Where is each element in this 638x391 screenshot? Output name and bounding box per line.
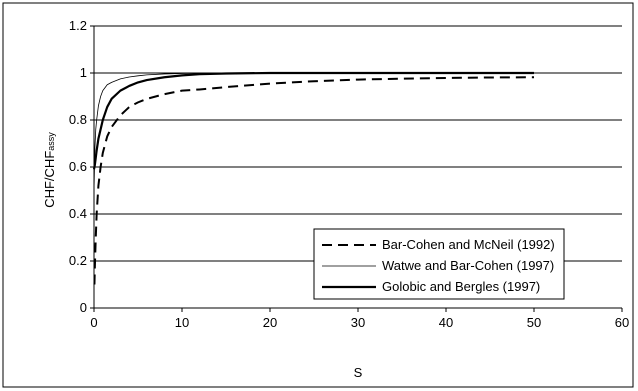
- y-tick-label-4: 0.8: [69, 112, 87, 127]
- y-axis-title-main: CHF/CHF: [42, 151, 57, 208]
- x-tick-label-1: 10: [175, 315, 189, 330]
- series-line-2: [92, 71, 534, 170]
- x-tick-label-6: 60: [615, 315, 629, 330]
- y-tick-label-1: 0.2: [69, 253, 87, 268]
- y-tick-labels: 0 0.2 0.4 0.6 0.8 1 1.2: [69, 18, 87, 315]
- legend: Bar-Cohen and McNeil (1992) Watwe and Ba…: [313, 228, 565, 300]
- y-axis-title: CHF/CHFassy: [42, 132, 57, 208]
- x-tick-label-5: 50: [527, 315, 541, 330]
- x-tick-label-3: 30: [351, 315, 365, 330]
- legend-label-watwe-bar-cohen: Watwe and Bar-Cohen (1997): [382, 258, 554, 273]
- y-tick-label-5: 1: [80, 65, 87, 80]
- y-tick-label-2: 0.4: [69, 206, 87, 221]
- legend-label-bar-cohen-mcneil: Bar-Cohen and McNeil (1992): [382, 237, 555, 252]
- x-tick-label-4: 40: [439, 315, 453, 330]
- y-tick-label-3: 0.6: [69, 159, 87, 174]
- series-lines: [92, 71, 535, 285]
- chart-frame: [2, 2, 634, 388]
- y-tick-label-6: 1.2: [69, 18, 87, 33]
- legend-label-golobic-bergles: Golobic and Bergles (1997): [382, 279, 540, 294]
- x-tick-labels: 0 10 20 30 40 50 60: [90, 315, 629, 330]
- y-tick-label-0: 0: [80, 300, 87, 315]
- x-axis-title: S: [354, 365, 363, 380]
- series-line-0: [93, 76, 535, 285]
- x-tick-label-0: 0: [90, 315, 97, 330]
- y-axis-title-subscript: assy: [46, 132, 56, 151]
- x-tick-label-2: 20: [263, 315, 277, 330]
